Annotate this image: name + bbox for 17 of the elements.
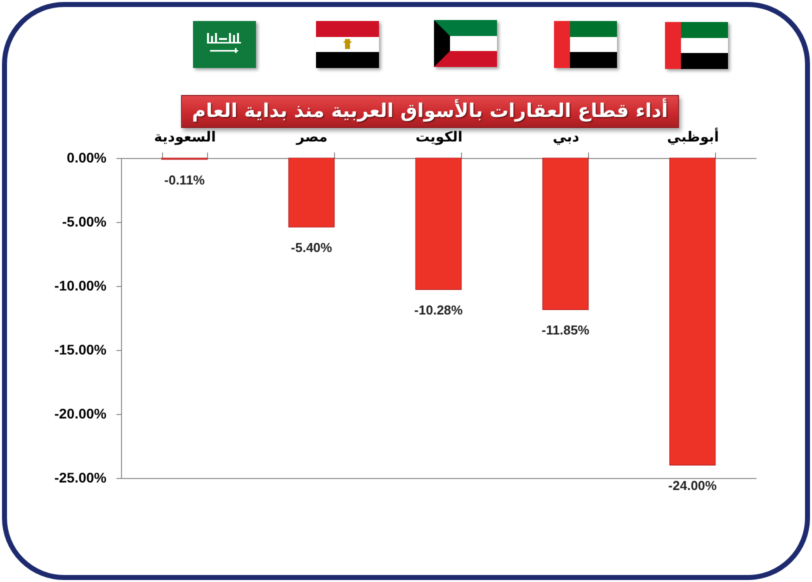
y-tick-label: -10.00% <box>54 278 108 294</box>
x-tick-label: أبوظبي <box>667 128 719 146</box>
data-label: -11.85% <box>542 322 590 338</box>
data-label: -10.28% <box>414 302 464 318</box>
y-tick-label: -15.00% <box>54 342 108 358</box>
x-tick-label: الكويت <box>415 130 463 146</box>
data-label: -0.11% <box>164 172 206 188</box>
x-tick-label: مصر <box>295 130 328 146</box>
y-tick-label: -25.00% <box>54 470 108 486</box>
y-tick-label: -20.00% <box>54 406 108 422</box>
x-tick-label: السعودية <box>154 130 216 146</box>
chart-title: أداء قطاع العقارات بالأسواق العربية منذ بداية العام <box>181 95 679 128</box>
data-label: -5.40% <box>290 240 333 256</box>
y-tick-label: 0.00% <box>66 150 108 166</box>
y-tick-label: -5.00% <box>62 214 108 230</box>
x-tick-label: دبي <box>552 130 580 146</box>
data-label: -24.00% <box>668 478 718 494</box>
